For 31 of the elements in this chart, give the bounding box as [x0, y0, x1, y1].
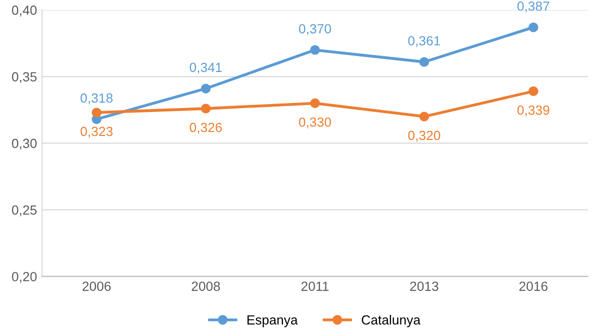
legend-label: Espanya: [248, 315, 298, 328]
data-label: 0,318: [80, 93, 113, 104]
data-label: 0,326: [190, 122, 222, 134]
data-label: 0,323: [80, 126, 113, 138]
point: [528, 86, 538, 96]
data-label: 0,330: [299, 117, 331, 128]
point: [200, 104, 211, 114]
point: [528, 22, 538, 32]
x-tick-label: 2016: [519, 282, 548, 291]
point: [200, 84, 211, 94]
data-label: 0,387: [517, 1, 550, 12]
x-tick-label: 2013: [410, 282, 438, 291]
point: [92, 108, 102, 118]
data-label: 0,370: [299, 24, 331, 36]
y-tick-label: 0,30: [12, 138, 37, 150]
y-tick-label: 0,35: [12, 72, 37, 84]
data-label: 0,320: [408, 130, 440, 142]
y-tick-label: 0,40: [12, 6, 37, 16]
point: [419, 57, 430, 67]
data-label: 0,361: [408, 36, 440, 47]
y-tick-label: 0,25: [12, 205, 37, 216]
x-tick-label: 2011: [301, 282, 329, 291]
legend-label: Catalunya: [362, 314, 421, 328]
point: [310, 98, 320, 108]
data-label: 0,341: [190, 62, 222, 74]
y-tick-label: 0,20: [12, 272, 37, 283]
point: [310, 45, 320, 55]
data-label: 0,339: [517, 105, 550, 116]
x-tick-label: 2008: [192, 282, 220, 291]
point: [419, 112, 430, 122]
x-tick-label: 2006: [82, 282, 111, 291]
